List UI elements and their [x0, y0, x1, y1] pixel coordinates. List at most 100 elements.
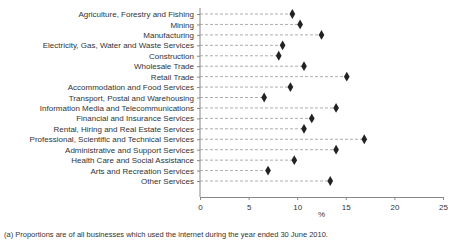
y-axis: Agriculture, Forestry and FishingMining M…	[30, 8, 200, 197]
y-tick-label: Retail Trade	[151, 73, 195, 82]
y-tick-label: Accommodation and Food Services	[68, 83, 194, 92]
y-tick: Rental, Hiring and Real Estate Services	[53, 125, 200, 134]
y-tick: Manufacturing	[143, 31, 200, 40]
leader-line	[200, 118, 312, 119]
y-tick-label: Mining	[170, 20, 194, 29]
dot	[301, 61, 307, 71]
y-tick-mark	[197, 171, 200, 172]
leader-line	[200, 170, 268, 171]
dot	[291, 155, 297, 165]
x-tick-mark	[346, 197, 347, 200]
x-tick-label: 5	[247, 203, 252, 212]
y-tick-mark	[197, 24, 200, 25]
y-tick: Information Media and Telecommunications	[40, 104, 200, 113]
leader-line	[200, 97, 264, 98]
y-tick-mark	[197, 160, 200, 161]
y-tick: Agriculture, Forestry and Fishing	[78, 10, 200, 19]
y-tick-mark	[197, 87, 200, 88]
leader-line	[200, 45, 283, 46]
leader-line	[200, 34, 322, 35]
x-tick: 15	[342, 197, 351, 212]
y-tick-mark	[197, 150, 200, 151]
x-tick-mark	[249, 197, 250, 200]
leader-line	[200, 24, 300, 25]
leader-line	[200, 128, 304, 129]
dot	[261, 93, 267, 103]
x-tick: 20	[390, 197, 399, 212]
x-tick: 10	[293, 197, 302, 212]
leader-line	[200, 66, 304, 67]
y-tick: Administrative and Support Services	[65, 146, 200, 155]
x-tick-label: 15	[342, 203, 351, 212]
y-tick-mark	[197, 118, 200, 119]
y-tick: Electricity, Gas, Water and Waste Servic…	[43, 41, 200, 50]
dot	[301, 124, 307, 134]
chart: 0 5 10 15 20 25 Agriculture, Forestry and Fish…	[0, 0, 457, 246]
y-tick-mark	[197, 129, 200, 130]
y-tick-label: Administrative and Support Services	[65, 146, 194, 155]
y-tick: Other Services	[141, 177, 200, 186]
dot	[265, 166, 271, 176]
y-tick: Retail Trade	[151, 73, 200, 82]
dot	[319, 30, 325, 40]
y-tick-label: Health Care and Social Assistance	[71, 156, 194, 165]
y-tick-label: Other Services	[141, 177, 194, 186]
x-tick-label: 0	[198, 203, 203, 212]
x-tick-mark	[297, 197, 298, 200]
y-tick-label: Financial and Insurance Services	[76, 114, 194, 123]
y-tick-mark	[197, 66, 200, 67]
x-tick-mark	[443, 197, 444, 200]
y-tick: Wholesale Trade	[134, 62, 200, 71]
dot	[288, 82, 294, 92]
y-tick: Construction	[149, 52, 200, 61]
y-tick-label: Rental, Hiring and Real Estate Services	[53, 125, 194, 134]
x-tick-mark	[394, 197, 395, 200]
y-tick-mark	[197, 56, 200, 57]
y-tick-label: Manufacturing	[143, 31, 194, 40]
dot	[297, 20, 303, 30]
y-tick: Professional, Scientific and Technical S…	[30, 135, 200, 144]
x-tick-label: 25	[439, 203, 448, 212]
dot	[344, 72, 350, 82]
leader-line	[200, 55, 279, 56]
leader-line	[200, 87, 290, 88]
y-tick: Transport, Postal and Warehousing	[69, 94, 200, 103]
dot	[361, 134, 367, 144]
x-axis-title: %	[318, 210, 325, 219]
y-tick-label: Professional, Scientific and Technical S…	[30, 135, 194, 144]
x-tick: 25	[439, 197, 448, 212]
dot	[280, 40, 286, 50]
y-tick-mark	[197, 14, 200, 15]
y-tick-label: Transport, Postal and Warehousing	[69, 94, 194, 103]
y-tick: Arts and Recreation Services	[90, 167, 200, 176]
y-tick-mark	[197, 108, 200, 109]
y-tick-label: Construction	[149, 52, 194, 61]
dot	[289, 9, 295, 19]
plot-area	[200, 9, 367, 186]
y-tick-mark	[197, 45, 200, 46]
x-tick-label: 20	[390, 203, 399, 212]
leader-line	[200, 14, 292, 15]
y-tick-label: Agriculture, Forestry and Fishing	[78, 10, 194, 19]
leader-line	[200, 107, 336, 108]
leader-line	[200, 76, 347, 77]
x-axis-line	[201, 198, 444, 201]
x-tick: 0	[198, 197, 203, 212]
y-tick: Health Care and Social Assistance	[71, 156, 200, 165]
y-tick-label: Information Media and Telecommunications	[40, 104, 194, 113]
leader-line	[200, 139, 364, 140]
y-tick-mark	[197, 77, 200, 78]
y-tick: Financial and Insurance Services	[76, 114, 200, 123]
y-tick: Accommodation and Food Services	[68, 83, 200, 92]
x-tick: 5	[247, 197, 252, 212]
footnote: (a) Proportions are of all businesses wh…	[4, 230, 328, 239]
y-tick-mark	[197, 181, 200, 182]
leader-line	[200, 160, 294, 161]
dot	[309, 113, 315, 123]
x-tick-label: 10	[293, 203, 302, 212]
x-tick-mark	[200, 197, 201, 200]
dot	[333, 103, 339, 113]
y-tick-mark	[197, 98, 200, 99]
y-axis-line	[200, 8, 201, 197]
leader-line	[200, 149, 336, 150]
